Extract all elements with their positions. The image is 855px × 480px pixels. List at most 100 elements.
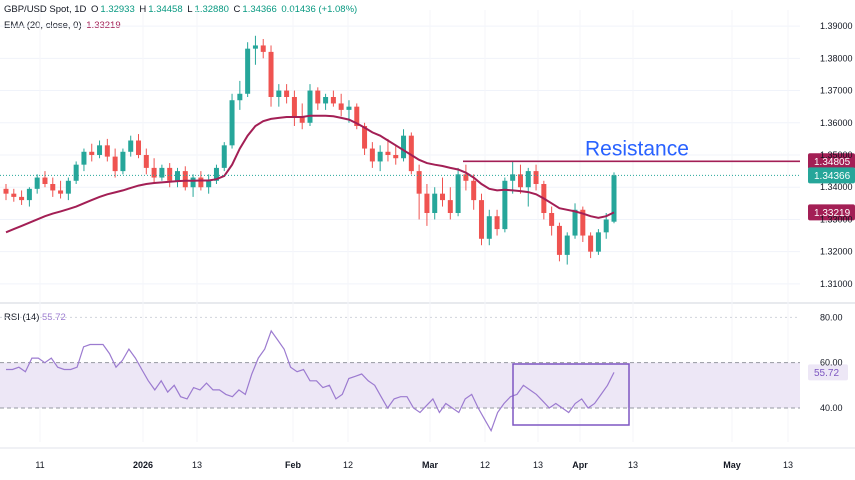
candle-body [213,167,219,181]
candle-body [26,188,32,201]
time-tick-label: 12 [480,460,490,470]
price-label-box [808,167,855,184]
candle-body [112,156,118,172]
price-tick-label: 1.34000 [820,182,853,192]
candle-body [42,177,48,184]
candle-body [556,225,562,255]
candle-body [572,209,578,236]
time-tick-label: 12 [343,460,353,470]
candle-body [229,100,235,146]
candle-body [533,171,539,184]
candle-body [330,97,336,104]
rsi-layer: 55.72 [6,329,848,433]
candle-body [369,148,375,162]
price-tick-label: 1.38000 [820,53,853,63]
time-tick-label: Apr [572,460,588,470]
time-tick-label: Feb [285,460,302,470]
close-label: C [233,4,241,15]
candle-body [393,155,399,159]
low-label: L [187,4,193,15]
ema-layer [5,114,615,234]
close-value: 1.34366 [242,4,277,15]
candle-body [346,106,352,110]
open-value: 1.32933 [100,4,135,15]
candle-body [564,235,570,255]
candle-body [463,174,469,181]
price-tick-label: 1.33000 [820,214,853,224]
candle-body [81,151,87,165]
high-value: 1.34458 [148,4,183,15]
price-tick-label: 1.35000 [820,150,853,160]
candle-body [206,180,212,188]
candle-body [440,193,446,201]
time-tick-label: 11 [35,460,44,470]
candle-body [159,167,165,178]
high-label: H [139,4,147,15]
candle-body [494,216,500,230]
candle-body [432,193,438,213]
ema-header: EMA (20, close, 0) 1.33219 [4,20,123,31]
candle-body [595,232,601,252]
candle-body [276,90,282,97]
candle-body [315,90,321,104]
candle-body [580,209,586,236]
candle-body [424,193,430,213]
time-tick-label: 13 [533,460,543,470]
candle-body [502,180,508,230]
candle-body [128,140,134,152]
price-label-box [808,204,855,221]
candle-body [198,177,204,188]
chart-header: GBP/USD Spot, 1D O 1.32933 H 1.34458 L 1.32… [4,4,359,15]
candle-body [58,190,64,194]
price-tick-label: 1.31000 [820,279,853,289]
candle-body [377,151,383,162]
candle-body [338,103,344,110]
rsi-band [0,362,800,408]
price-label: 1.33219 [814,208,851,219]
candle-body [190,177,196,188]
time-tick-label: 2026 [133,460,153,470]
candle-body [120,151,126,172]
candle-body [611,175,617,222]
ema-label: EMA (20, close, 0) [4,20,82,31]
overlay: Resistance 1.34805 1.34366 1.33219 [0,137,855,221]
candle-body [174,171,180,181]
axes: 1.39000 1.38000 1.37000 1.36000 1.35000 1.340… [35,21,852,470]
candle-body [245,48,251,94]
candle-body [401,135,407,159]
candle-body [268,51,274,97]
candle-body [221,145,227,168]
low-value: 1.32880 [194,4,229,15]
candle-body [354,106,360,126]
candle-body [237,93,243,101]
candle-body [65,180,71,194]
price-label-box [808,153,855,170]
candle-body [307,90,313,123]
rsi-highlight-box [512,363,630,426]
candle-body [284,90,290,97]
candle-body [3,188,9,194]
candle-body [447,200,453,213]
candle-body [362,126,368,149]
candle-body [299,116,305,123]
candle-body [73,164,79,181]
ema-line [5,114,615,234]
time-tick-label: Mar [422,460,439,470]
rsi-band-layer [0,316,800,409]
candle-body [19,196,25,201]
candle-body [252,45,258,49]
candle-body [455,174,461,213]
candle-body [136,140,142,155]
price-tick-label: 1.37000 [820,86,853,96]
change-value: 0.01436 (+1.08%) [281,4,358,15]
rsi-value: 55.72 [42,312,66,323]
rsi-value-label: 55.72 [814,368,839,379]
rsi-tick-label: 80.00 [820,312,843,322]
price-tick-label: 1.39000 [820,21,853,31]
time-tick-label: 13 [192,460,202,470]
candle-body [385,151,391,155]
candle-body [471,180,477,201]
rsi-tick-label: 40.00 [820,403,843,413]
candle-body [323,97,329,104]
candle-body [549,213,555,226]
